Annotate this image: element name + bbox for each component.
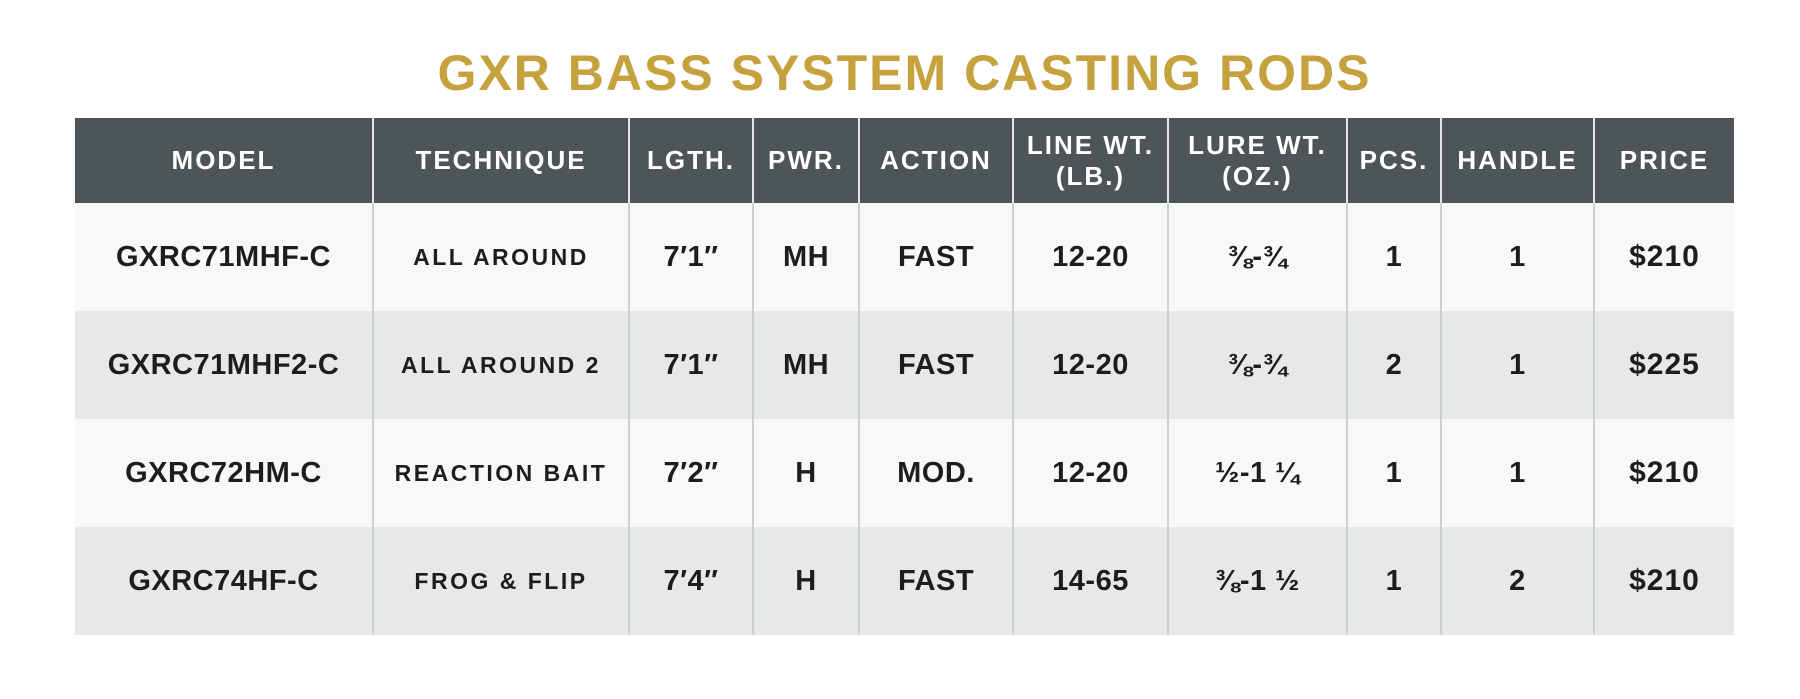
table-row: GXRC71MHF-C ALL AROUND 7′1″ MH FAST 12-2… bbox=[75, 203, 1734, 311]
table-row: GXRC72HM-C REACTION BAIT 7′2″ H MOD. 12-… bbox=[75, 419, 1734, 527]
cell-lure-wt: ½-1 ¼ bbox=[1167, 419, 1347, 527]
cell-power: H bbox=[752, 527, 859, 635]
table-header-row: MODEL TECHNIQUE LGTH. PWR. ACTION LINE W… bbox=[75, 118, 1734, 203]
cell-model: GXRC71MHF-C bbox=[75, 203, 373, 311]
cell-handle: 1 bbox=[1440, 203, 1594, 311]
cell-technique: ALL AROUND 2 bbox=[372, 311, 629, 419]
cell-line-wt: 12-20 bbox=[1012, 203, 1168, 311]
cell-length: 7′1″ bbox=[628, 203, 753, 311]
cell-handle: 2 bbox=[1440, 527, 1594, 635]
cell-handle: 1 bbox=[1440, 419, 1594, 527]
cell-power: MH bbox=[752, 311, 859, 419]
col-header-lure-wt: LURE WT. (OZ.) bbox=[1167, 118, 1347, 203]
cell-price: $225 bbox=[1593, 311, 1734, 419]
cell-pieces: 1 bbox=[1346, 527, 1441, 635]
cell-technique: ALL AROUND bbox=[372, 203, 629, 311]
cell-lure-wt: ⅜-¾ bbox=[1167, 311, 1347, 419]
col-header-model: MODEL bbox=[75, 118, 373, 203]
col-header-line-wt: LINE WT. (LB.) bbox=[1012, 118, 1168, 203]
table-row: GXRC74HF-C FROG & FLIP 7′4″ H FAST 14-65… bbox=[75, 527, 1734, 635]
cell-price: $210 bbox=[1593, 527, 1734, 635]
col-header-pieces: PCS. bbox=[1346, 118, 1441, 203]
cell-handle: 1 bbox=[1440, 311, 1594, 419]
cell-model: GXRC74HF-C bbox=[75, 527, 373, 635]
cell-technique: FROG & FLIP bbox=[372, 527, 629, 635]
cell-action: FAST bbox=[858, 203, 1013, 311]
col-header-power: PWR. bbox=[752, 118, 859, 203]
cell-lure-wt: ⅜-¾ bbox=[1167, 203, 1347, 311]
col-header-price: PRICE bbox=[1593, 118, 1734, 203]
cell-technique: REACTION BAIT bbox=[372, 419, 629, 527]
cell-lure-wt: ⅜-1 ½ bbox=[1167, 527, 1347, 635]
cell-model: GXRC72HM-C bbox=[75, 419, 373, 527]
col-header-length: LGTH. bbox=[628, 118, 753, 203]
cell-power: MH bbox=[752, 203, 859, 311]
cell-line-wt: 12-20 bbox=[1012, 419, 1168, 527]
col-header-technique: TECHNIQUE bbox=[372, 118, 629, 203]
cell-line-wt: 12-20 bbox=[1012, 311, 1168, 419]
cell-action: MOD. bbox=[858, 419, 1013, 527]
cell-model: GXRC71MHF2-C bbox=[75, 311, 373, 419]
cell-pieces: 1 bbox=[1346, 419, 1441, 527]
cell-power: H bbox=[752, 419, 859, 527]
cell-line-wt: 14-65 bbox=[1012, 527, 1168, 635]
cell-pieces: 1 bbox=[1346, 203, 1441, 311]
cell-length: 7′4″ bbox=[628, 527, 753, 635]
cell-price: $210 bbox=[1593, 203, 1734, 311]
page-title: GXR BASS SYSTEM CASTING RODS bbox=[437, 45, 1372, 101]
cell-action: FAST bbox=[858, 527, 1013, 635]
col-header-action: ACTION bbox=[858, 118, 1013, 203]
casting-rods-spec-table: MODEL TECHNIQUE LGTH. PWR. ACTION LINE W… bbox=[75, 118, 1734, 635]
cell-length: 7′2″ bbox=[628, 419, 753, 527]
col-header-handle: HANDLE bbox=[1440, 118, 1594, 203]
cell-action: FAST bbox=[858, 311, 1013, 419]
cell-price: $210 bbox=[1593, 419, 1734, 527]
cell-pieces: 2 bbox=[1346, 311, 1441, 419]
table-row: GXRC71MHF2-C ALL AROUND 2 7′1″ MH FAST 1… bbox=[75, 311, 1734, 419]
cell-length: 7′1″ bbox=[628, 311, 753, 419]
